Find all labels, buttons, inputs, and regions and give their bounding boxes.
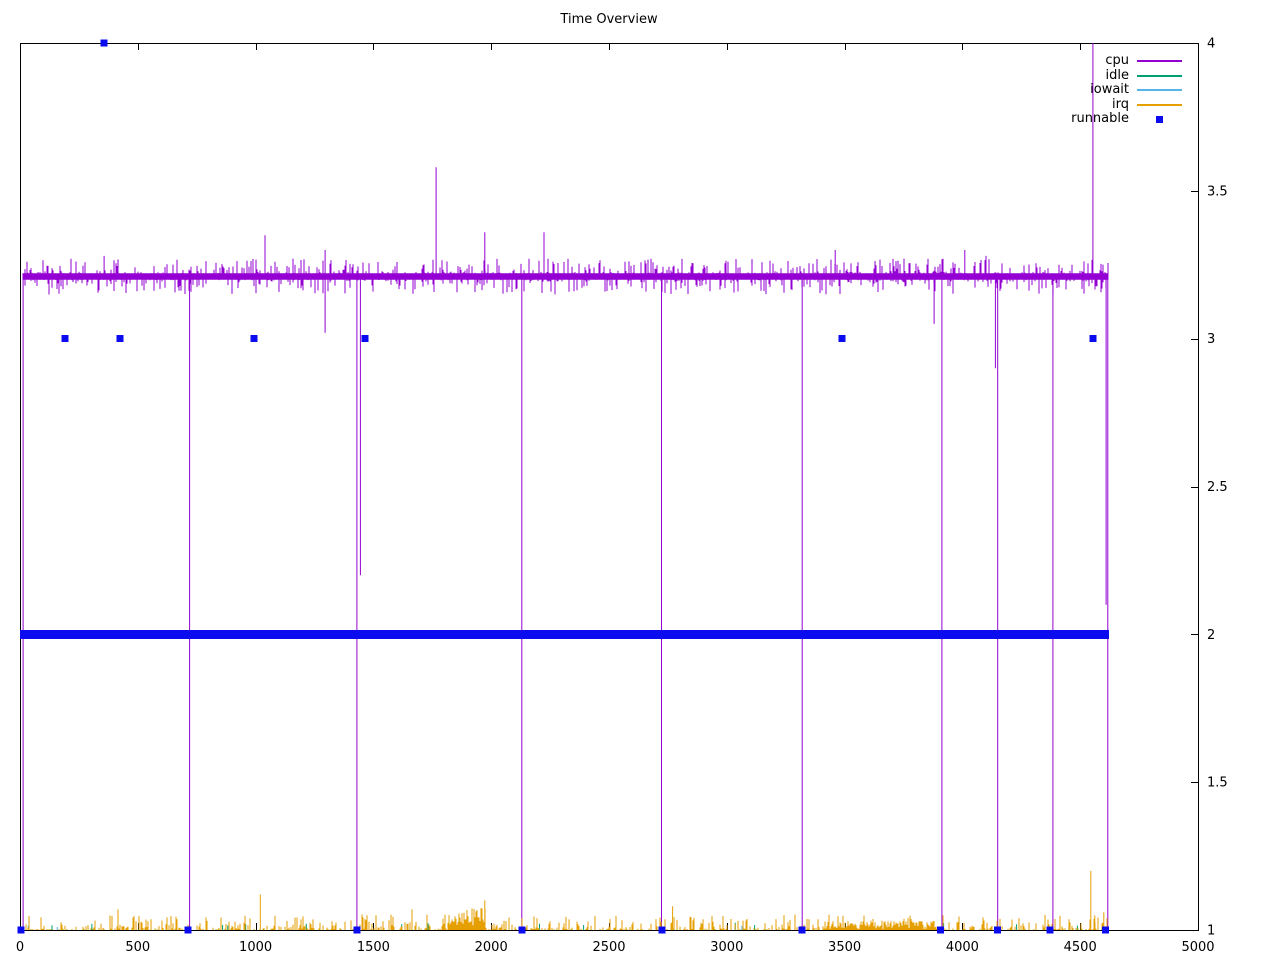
legend-idle-line-icon bbox=[1137, 74, 1182, 77]
plot-border bbox=[20, 43, 1199, 931]
x-tick-label: 4500 bbox=[1064, 940, 1097, 955]
runnable-point-y1 bbox=[1102, 926, 1110, 934]
runnable-point-y1 bbox=[937, 926, 945, 934]
legend-label-idle: idle bbox=[1105, 67, 1129, 83]
legend-item-idle: idle bbox=[1071, 67, 1182, 84]
runnable-point-y3 bbox=[361, 335, 369, 343]
legend-item-cpu: cpu bbox=[1071, 53, 1182, 69]
runnable-point-y1 bbox=[518, 926, 526, 934]
x-tick-label: 1000 bbox=[239, 940, 272, 955]
runnable-point-y4 bbox=[100, 39, 108, 47]
runnable-point-y3 bbox=[116, 335, 124, 343]
runnable-point-y1 bbox=[184, 926, 192, 934]
y-tick-label: 3.5 bbox=[1207, 184, 1228, 199]
x-tick-label: 5000 bbox=[1181, 940, 1214, 955]
runnable-point-y3 bbox=[1089, 335, 1097, 343]
x-tick-label: 0 bbox=[16, 940, 24, 955]
legend-item-irq: irq bbox=[1071, 96, 1182, 113]
legend-cpu-line-icon bbox=[1137, 60, 1182, 63]
runnable-point-y1 bbox=[658, 926, 666, 934]
y-tick-label: 2 bbox=[1207, 628, 1215, 643]
x-tick-label: 3500 bbox=[828, 940, 861, 955]
legend-label-irq: irq bbox=[1112, 96, 1129, 112]
x-tick-label: 4000 bbox=[946, 940, 979, 955]
runnable-point-y3 bbox=[61, 335, 69, 343]
runnable-series bbox=[17, 39, 1110, 934]
x-tick-label: 500 bbox=[125, 940, 150, 955]
y-tick-label: 1 bbox=[1207, 924, 1215, 939]
runnable-point-y1 bbox=[798, 926, 806, 934]
x-tick-label: 2000 bbox=[475, 940, 508, 955]
chart-title: Time Overview bbox=[560, 12, 658, 27]
legend-label-runnable: runnable bbox=[1071, 111, 1129, 126]
x-tick-label: 1500 bbox=[357, 940, 390, 955]
y-tick-label: 1.5 bbox=[1207, 776, 1228, 791]
legend-item-runnable: runnable bbox=[1071, 111, 1182, 127]
legend-item-iowait: iowait bbox=[1071, 82, 1182, 98]
legend: cpu idle iowait irq runnable bbox=[1071, 53, 1182, 127]
legend-iowait-line-icon bbox=[1137, 89, 1182, 92]
runnable-point-y1 bbox=[17, 926, 25, 934]
y-tick-label: 3 bbox=[1207, 332, 1215, 347]
legend-runnable-marker-icon bbox=[1137, 115, 1182, 123]
runnable-point-y1 bbox=[1046, 926, 1054, 934]
irq-series bbox=[21, 870, 1108, 930]
runnable-bar-y2 bbox=[20, 629, 1109, 639]
y-tick-label: 4 bbox=[1207, 37, 1215, 52]
cpu-series bbox=[22, 43, 1109, 930]
runnable-point-y3 bbox=[838, 335, 846, 343]
runnable-point-y3 bbox=[250, 335, 258, 343]
runnable-point-y1 bbox=[353, 926, 361, 934]
legend-irq-line-icon bbox=[1137, 103, 1182, 106]
x-tick-label: 2500 bbox=[592, 940, 625, 955]
legend-label-cpu: cpu bbox=[1105, 53, 1129, 68]
plot-frame bbox=[20, 43, 1199, 931]
runnable-point-y1 bbox=[994, 926, 1002, 934]
y-tick-label: 2.5 bbox=[1207, 480, 1228, 495]
legend-label-iowait: iowait bbox=[1090, 82, 1129, 97]
x-tick-label: 3000 bbox=[710, 940, 743, 955]
